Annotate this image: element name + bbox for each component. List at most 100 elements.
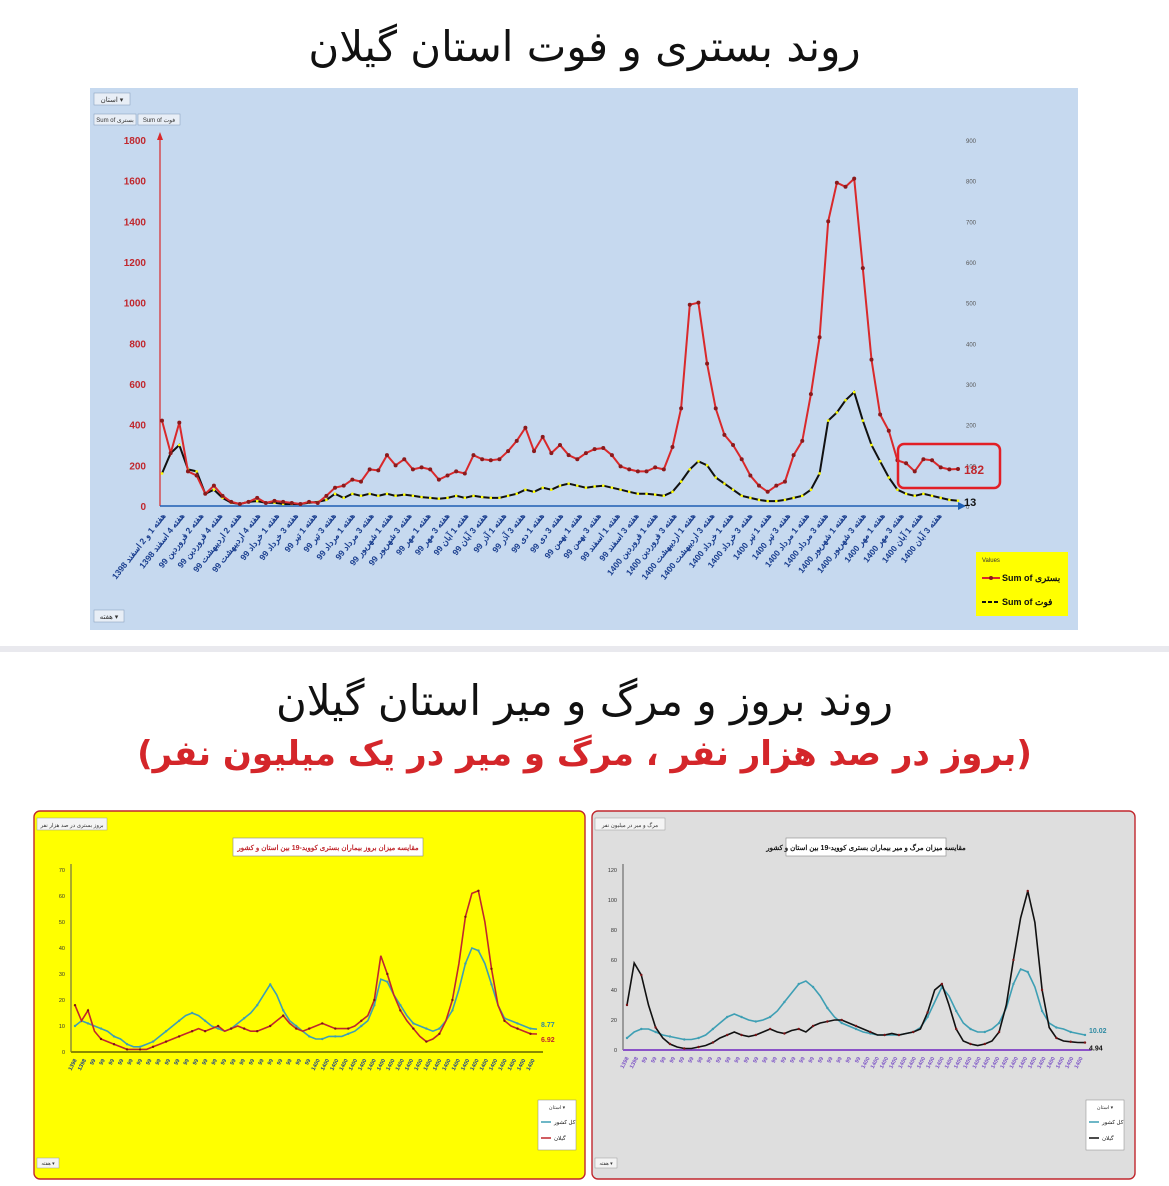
series-point (654, 1026, 657, 1029)
x-tick-label: 1400 (488, 1058, 499, 1072)
x-tick-label: 99 (734, 1056, 742, 1064)
series-point (1055, 1026, 1058, 1029)
series-point (840, 1018, 843, 1022)
right-tick-label: 900 (966, 139, 977, 145)
death-point (489, 496, 492, 500)
hospitalized-point (618, 464, 623, 469)
left-tick-label: 0 (140, 502, 146, 513)
series-point (697, 1045, 700, 1049)
series-point (464, 962, 467, 965)
hospitalized-point (808, 392, 813, 397)
legend-label: گیلان (554, 1134, 566, 1142)
series-point (625, 1003, 629, 1007)
legend-marker (989, 576, 993, 580)
x-tick-label: 99 (183, 1058, 191, 1066)
hospitalized-point (644, 469, 649, 474)
x-tick-label: 99 (89, 1058, 97, 1066)
death-point (956, 499, 960, 502)
hospitalized-point (609, 453, 614, 458)
x-tick-label: 1400 (432, 1058, 443, 1072)
x-tick-label: 1398 (68, 1058, 79, 1072)
x-tick-label: 99 (276, 1058, 284, 1066)
x-tick-label: 99 (799, 1056, 807, 1064)
series-point (490, 983, 493, 986)
legend (1085, 1099, 1125, 1151)
x-tick-label: 1400 (1027, 1056, 1038, 1070)
x-tick-label: 99 (725, 1056, 733, 1064)
panel-frame (591, 810, 1136, 1180)
field-button[interactable] (93, 113, 137, 126)
chart-title-box (785, 837, 947, 857)
field-button[interactable] (137, 113, 181, 126)
left-tick-label: 400 (129, 421, 146, 432)
panel-header-button[interactable] (594, 817, 666, 831)
death-point (852, 390, 856, 394)
legend-filter-label[interactable]: استان ▾ (1097, 1105, 1114, 1111)
x-tick-label: 1400 (414, 1058, 425, 1072)
hospitalized-point (497, 457, 502, 462)
x-tick-label: 99 (826, 1056, 834, 1064)
hospitalized-point (869, 357, 874, 362)
x-tick-label: 1400 (870, 1056, 881, 1070)
end-label-hospitalized: 182 (964, 463, 984, 477)
hospitalized-point (359, 479, 363, 484)
hospitalized-point (410, 467, 415, 472)
death-point (506, 494, 510, 498)
series-point (969, 1027, 972, 1031)
x-tick-label: 1400 (311, 1058, 322, 1072)
x-tick-label: 99 (752, 1056, 760, 1064)
death-point (878, 460, 882, 463)
x-tick-label: 1400 (386, 1058, 397, 1072)
hospitalized-point (834, 180, 839, 185)
series-point (164, 1030, 168, 1033)
highlight-box (896, 442, 1002, 490)
x-tick-label: 1400 (898, 1056, 909, 1070)
death-point (524, 488, 527, 491)
series-point (711, 1041, 715, 1044)
axis-field-button[interactable] (93, 609, 125, 623)
legend-filter-label[interactable]: استان ▾ (549, 1105, 566, 1111)
series-point (164, 1040, 168, 1043)
death-point (697, 460, 700, 463)
field-button-label: Sum of بستری (96, 118, 134, 124)
filter-button[interactable] (93, 92, 131, 106)
death-point (463, 496, 467, 500)
series-point (399, 1009, 402, 1012)
series-point (1040, 1009, 1044, 1013)
series-point (697, 1036, 700, 1040)
hospitalized-point (575, 457, 580, 462)
panel-header-button[interactable] (36, 817, 108, 831)
hospitalized-point (237, 501, 242, 506)
x-tick-label: 1400 (376, 1058, 387, 1072)
hospitalized-point (826, 219, 831, 224)
death-point (757, 498, 761, 502)
x-tick-label: 99 (641, 1056, 649, 1064)
axis-field-button[interactable] (594, 1157, 618, 1169)
axis-field-button[interactable] (36, 1157, 60, 1169)
hospitalized-point (886, 428, 891, 433)
filter-label: استان ▾ (101, 96, 124, 104)
plot-background (90, 88, 1078, 630)
panel-header-label: مرگ و میر در میلیون نفر (601, 821, 658, 829)
hospitalized-point (748, 473, 753, 478)
series-point (216, 1027, 220, 1030)
death-point (913, 494, 916, 498)
left-tick-label: 800 (129, 339, 146, 350)
series-point (242, 1017, 246, 1020)
hospitalized-point (281, 499, 286, 504)
hospitalized-point (324, 493, 329, 498)
hospitalized-point (713, 406, 718, 411)
x-tick-label: 99 (808, 1056, 816, 1064)
hospitalized-point (687, 302, 692, 307)
hospitalized-point (462, 471, 467, 476)
x-tick-label: 1400 (320, 1058, 331, 1072)
x-tick-label: 99 (108, 1058, 116, 1066)
incidence-chart: بروز بستری در صد هزار نفر مقایسه میزان بر… (33, 810, 586, 1180)
series-point (308, 1027, 311, 1030)
legend-title: Values (982, 558, 1000, 564)
hospitalized-point (912, 469, 917, 474)
series-point (255, 1004, 259, 1007)
series-point (640, 973, 643, 977)
series-point (1012, 982, 1015, 986)
y-tick-label: 60 (59, 894, 65, 900)
